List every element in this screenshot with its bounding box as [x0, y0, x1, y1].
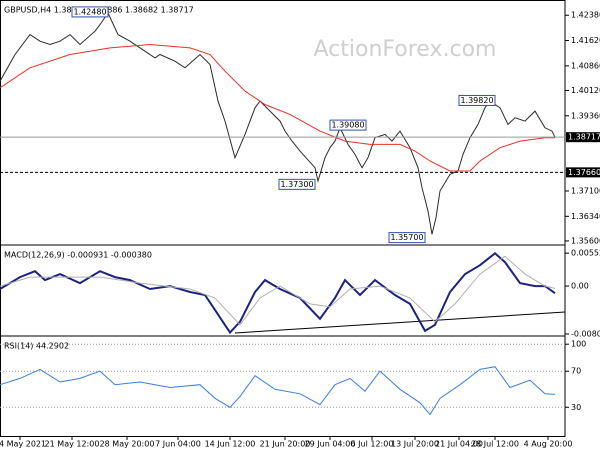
x-tick-label: 4 Aug 20:00: [524, 440, 573, 449]
annotation-label: 1.42480: [73, 7, 106, 16]
frame: [0, 0, 566, 437]
watermark: ActionForex.com: [314, 37, 497, 62]
series-line: [0, 251, 556, 335]
price-tag-label: 1.38717: [568, 133, 600, 142]
annotation-label: 1.39080: [331, 121, 364, 130]
x-tick-label: 21 May 12:00: [45, 440, 100, 449]
annotation-box: [458, 94, 496, 106]
series-line: [0, 366, 556, 416]
y-tick-label: 0.00552: [571, 249, 600, 258]
y-tick-label: 1.36340: [571, 212, 600, 221]
y-tick-label: 100: [571, 340, 586, 349]
annotation-label: 1.39820: [460, 96, 493, 105]
y-tick-label: -0.00804: [571, 329, 600, 338]
y-tick-label: 1.40120: [571, 86, 600, 95]
price-tag-label: 1.37660: [568, 168, 600, 177]
x-tick-label: 14 May 2021: [0, 440, 46, 449]
price-tag: [566, 132, 600, 143]
x-tick-label: 21 Jul 04:00: [435, 440, 483, 449]
series-line: [0, 255, 556, 326]
annotation-label: 1.35700: [390, 233, 423, 242]
y-tick-label: 0.00: [571, 282, 589, 291]
y-tick-label: 1.42380: [571, 11, 600, 20]
annotation-box: [278, 178, 316, 190]
x-tick-label: 13 Jul 20:00: [391, 440, 439, 449]
y-tick-label: 70: [571, 367, 581, 376]
panel-title: RSI(14) 44.2902: [4, 342, 69, 351]
x-tick-label: 6 Jul 12:00: [351, 440, 394, 449]
panel-title: MACD(12,26,9) -0.000931 -0.000380: [4, 251, 152, 260]
price-tag: [566, 167, 600, 178]
y-tick-label: 1.35600: [571, 236, 600, 245]
series-line: [0, 11, 556, 235]
annotation-box: [71, 6, 109, 18]
y-tick-label: 1.37100: [571, 187, 600, 196]
x-tick-label: 7 Jun 04:00: [155, 440, 201, 449]
series-line: [0, 43, 555, 172]
x-tick-label: 21 Jun 20:00: [260, 440, 311, 449]
annotation-box: [329, 119, 367, 131]
y-tick-label: 1.39360: [571, 111, 600, 120]
y-tick-label: 1.40860: [571, 61, 600, 70]
annotation-box: [388, 232, 426, 244]
x-tick-label: 28 May 20:00: [100, 440, 155, 449]
annotation-label: 1.37300: [280, 180, 313, 189]
x-tick-label: 14 Jun 12:00: [205, 440, 256, 449]
y-tick-label: 30: [571, 403, 581, 412]
y-tick-label: 1.41620: [571, 36, 600, 45]
trend-line: [234, 311, 566, 334]
x-tick-label: 28 Jul 12:00: [471, 440, 519, 449]
x-tick-label: 29 Jun 04:00: [305, 440, 356, 449]
